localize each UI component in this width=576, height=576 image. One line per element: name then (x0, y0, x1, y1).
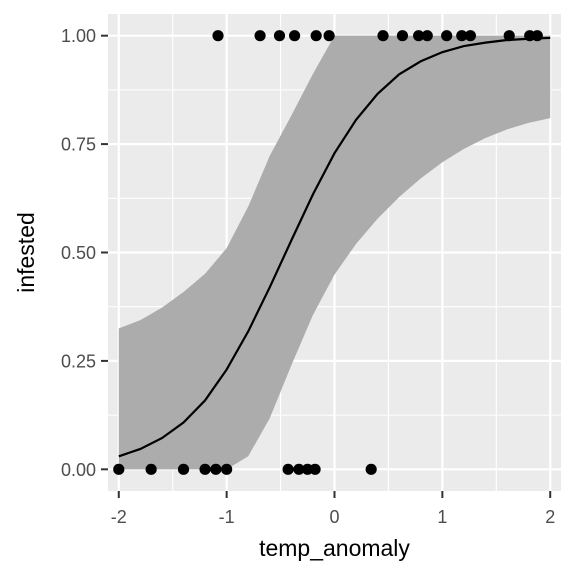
data-point (221, 463, 233, 475)
data-point (323, 30, 335, 42)
confidence-ribbon (118, 35, 551, 470)
data-point (377, 30, 389, 42)
data-points (113, 30, 543, 475)
data-point (396, 30, 409, 42)
y-axis-title: infested (13, 212, 39, 293)
x-tick-label: -2 (111, 507, 127, 527)
x-tick-label: 2 (545, 507, 555, 527)
data-point (254, 30, 266, 42)
x-axis-title: temp_anomaly (259, 535, 410, 561)
y-tick-label: 0.75 (61, 135, 96, 155)
y-tick-label: 0.00 (61, 460, 96, 480)
data-point (113, 463, 125, 475)
y-axis-ticks: 0.00 0.25 0.50 0.75 1.00 (61, 26, 108, 480)
data-point (273, 30, 286, 42)
data-point (177, 463, 190, 475)
x-axis-ticks: -2 -1 0 1 2 (111, 491, 555, 527)
data-point (210, 463, 222, 475)
y-tick-label: 1.00 (61, 26, 96, 46)
data-point (145, 463, 157, 475)
data-point (282, 463, 294, 475)
data-point (199, 463, 211, 475)
data-point (413, 30, 425, 42)
data-point (293, 463, 305, 475)
data-point (288, 30, 301, 42)
fit-line (118, 36, 551, 458)
data-point (441, 30, 453, 42)
x-tick-label: -1 (219, 507, 235, 527)
data-point (464, 30, 476, 42)
data-point (531, 30, 543, 42)
y-tick-label: 0.50 (61, 243, 96, 263)
data-point (503, 30, 515, 42)
data-point (309, 463, 321, 475)
y-tick-label: 0.25 (61, 351, 96, 371)
data-point (421, 30, 433, 42)
data-point (310, 30, 322, 42)
data-point (365, 463, 377, 475)
x-tick-label: 0 (329, 507, 339, 527)
data-point (212, 30, 224, 42)
data-point (456, 30, 468, 42)
x-tick-label: 1 (437, 507, 447, 527)
